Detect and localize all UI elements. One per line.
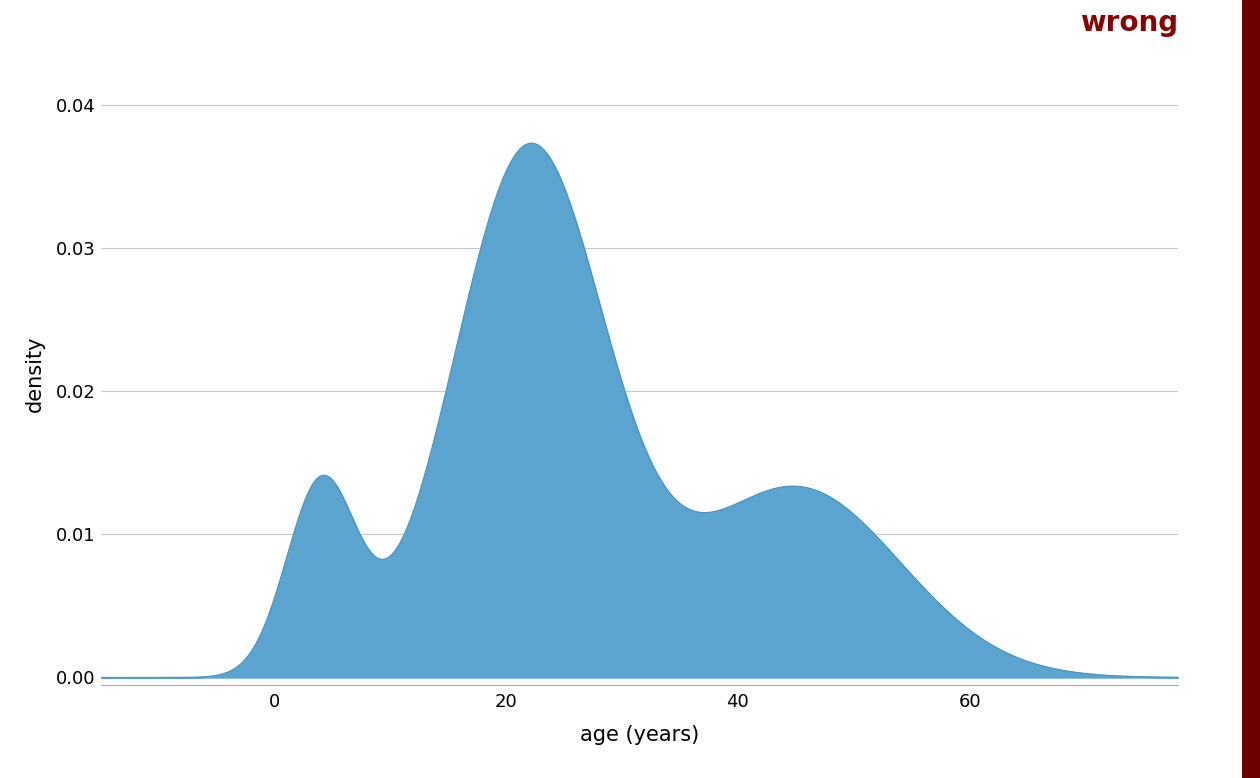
X-axis label: age (years): age (years) bbox=[580, 725, 699, 745]
Text: wrong: wrong bbox=[1080, 9, 1178, 37]
Y-axis label: density: density bbox=[24, 335, 44, 412]
